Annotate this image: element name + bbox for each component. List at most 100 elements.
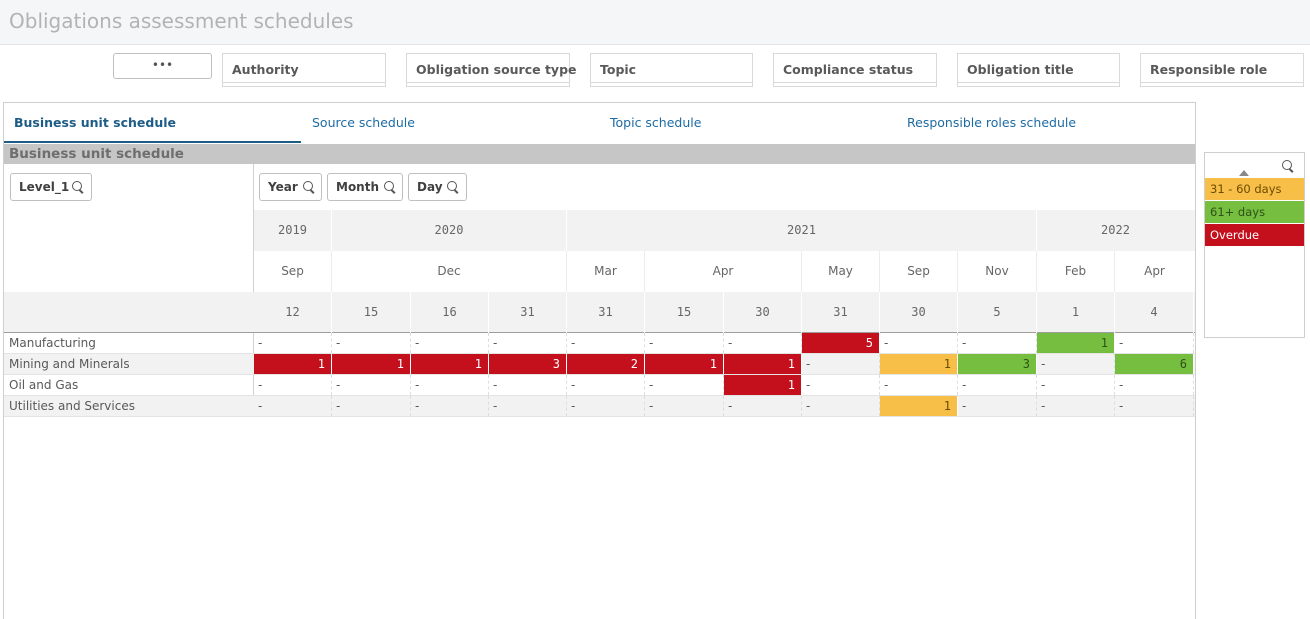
table-cell[interactable]: -	[489, 375, 567, 395]
table-cell[interactable]: -	[567, 333, 645, 353]
cell-value: -	[258, 399, 263, 413]
legend-item-31-60-days[interactable]: 31 - 60 days	[1205, 178, 1304, 200]
table-cell[interactable]: -	[1037, 375, 1115, 395]
search-icon	[72, 181, 84, 193]
table-cell[interactable]: -	[489, 333, 567, 353]
table-cell[interactable]: -	[958, 333, 1037, 353]
filter-authority[interactable]: Authority	[222, 53, 386, 87]
table-cell[interactable]: 1	[724, 354, 802, 374]
table-row[interactable]: Oil and Gas - - - - - -1- - - - -	[4, 375, 1195, 396]
day-header: 1	[1037, 292, 1115, 333]
table-cell[interactable]: -	[880, 375, 958, 395]
table-cell[interactable]: -	[645, 396, 724, 416]
level-1-label: Level_1	[19, 180, 70, 194]
day-header: 4	[1115, 292, 1194, 333]
table-cell[interactable]: -	[411, 396, 489, 416]
legend-item-61-plus-days[interactable]: 61+ days	[1205, 201, 1304, 223]
table-cell[interactable]: 1	[880, 396, 958, 416]
table-cell[interactable]: -	[567, 375, 645, 395]
day-header: 31	[802, 292, 880, 333]
table-cell[interactable]: -	[1037, 396, 1115, 416]
legend-label: Overdue	[1210, 228, 1260, 242]
table-cell[interactable]: -	[802, 354, 880, 374]
table-cell[interactable]: -	[332, 333, 411, 353]
table-cell[interactable]: -	[958, 375, 1037, 395]
table-cell[interactable]: 1	[724, 375, 802, 395]
more-filters-button[interactable]: •••	[113, 53, 212, 79]
sort-caret-icon[interactable]	[1239, 170, 1249, 176]
table-cell[interactable]: -	[567, 396, 645, 416]
table-cell[interactable]: 6	[1115, 354, 1194, 374]
table-cell[interactable]: -	[645, 333, 724, 353]
day-selector[interactable]: Day	[408, 173, 467, 201]
table-cell[interactable]: -	[1115, 333, 1194, 353]
tab-source-schedule[interactable]: Source schedule	[312, 115, 415, 130]
tab-responsible-roles-schedule[interactable]: Responsible roles schedule	[907, 115, 1077, 130]
cell-value: -	[962, 336, 967, 350]
table-cell[interactable]: -	[802, 396, 880, 416]
search-icon[interactable]	[1282, 160, 1294, 172]
month-selector[interactable]: Month	[327, 173, 403, 201]
table-cell[interactable]: 2	[567, 354, 645, 374]
month-header: Apr	[645, 251, 802, 292]
table-cell[interactable]: 1	[1037, 333, 1115, 353]
table-cell[interactable]: -	[645, 375, 724, 395]
table-cell[interactable]: -	[1037, 354, 1115, 374]
table-cell[interactable]: 1	[645, 354, 724, 374]
table-cell[interactable]: 3	[489, 354, 567, 374]
cell-value: -	[884, 336, 889, 350]
cell-value: -	[728, 399, 733, 413]
legend-item-overdue[interactable]: Overdue	[1205, 224, 1304, 246]
tab-topic-schedule[interactable]: Topic schedule	[610, 115, 702, 130]
filter-obligation-source-type[interactable]: Obligation source type	[406, 53, 577, 87]
table-cell[interactable]: -	[1115, 396, 1194, 416]
table-cell[interactable]: -	[958, 396, 1037, 416]
table-row[interactable]: Manufacturing - - - - - - -5- -1-	[4, 333, 1195, 354]
legend-label: 61+ days	[1210, 205, 1266, 219]
cell-value: 2	[630, 357, 638, 371]
table-cell[interactable]: 1	[332, 354, 411, 374]
table-cell[interactable]: 3	[958, 354, 1037, 374]
month-header: Mar	[567, 251, 645, 292]
cell-value: -	[1119, 399, 1124, 413]
table-cell[interactable]: -	[489, 396, 567, 416]
table-cell[interactable]: -	[254, 375, 332, 395]
table-cell[interactable]: -	[254, 333, 332, 353]
filter-responsible-role[interactable]: Responsible role	[1140, 53, 1304, 87]
year-header: 2022	[1101, 223, 1130, 237]
table-cell[interactable]: -	[724, 396, 802, 416]
day-header: 31	[567, 292, 645, 333]
table-cell[interactable]: -	[880, 333, 958, 353]
filter-label: Responsible role	[1150, 62, 1268, 77]
table-cell[interactable]: 5	[802, 333, 880, 353]
month-header: Sep	[254, 251, 332, 292]
month-header: Dec	[332, 251, 567, 292]
filter-topic[interactable]: Topic	[590, 53, 753, 87]
active-tab-indicator	[4, 141, 301, 143]
table-row[interactable]: Utilities and Services - - - - - - - -1- - -	[4, 396, 1195, 417]
year-header: 2019	[254, 210, 332, 251]
table-cell[interactable]: -	[1115, 375, 1194, 395]
filter-obligation-title[interactable]: Obligation title	[957, 53, 1120, 87]
table-cell[interactable]: 1	[254, 354, 332, 374]
year-selector[interactable]: Year	[259, 173, 322, 201]
day-header: 30	[880, 292, 958, 333]
filter-compliance-status[interactable]: Compliance status	[773, 53, 937, 87]
table-cell[interactable]: -	[411, 375, 489, 395]
table-cell[interactable]: -	[332, 375, 411, 395]
level-1-selector[interactable]: Level_1	[10, 173, 92, 201]
table-row[interactable]: Mining and Minerals 1 1 1 3 2 1 1-1 3-6	[4, 354, 1195, 375]
table-cell[interactable]: 1	[411, 354, 489, 374]
table-cell[interactable]: -	[724, 333, 802, 353]
cell-value: -	[571, 378, 576, 392]
cell-value: -	[493, 399, 498, 413]
table-cell[interactable]: -	[332, 396, 411, 416]
cell-value: -	[336, 336, 341, 350]
table-cell[interactable]: -	[802, 375, 880, 395]
table-cell[interactable]: -	[411, 333, 489, 353]
table-cell[interactable]: 1	[880, 354, 958, 374]
tab-business-unit-schedule[interactable]: Business unit schedule	[14, 115, 177, 130]
legend-label: 31 - 60 days	[1210, 182, 1282, 196]
table-cell[interactable]: -	[254, 396, 332, 416]
cell-value: -	[1119, 336, 1124, 350]
